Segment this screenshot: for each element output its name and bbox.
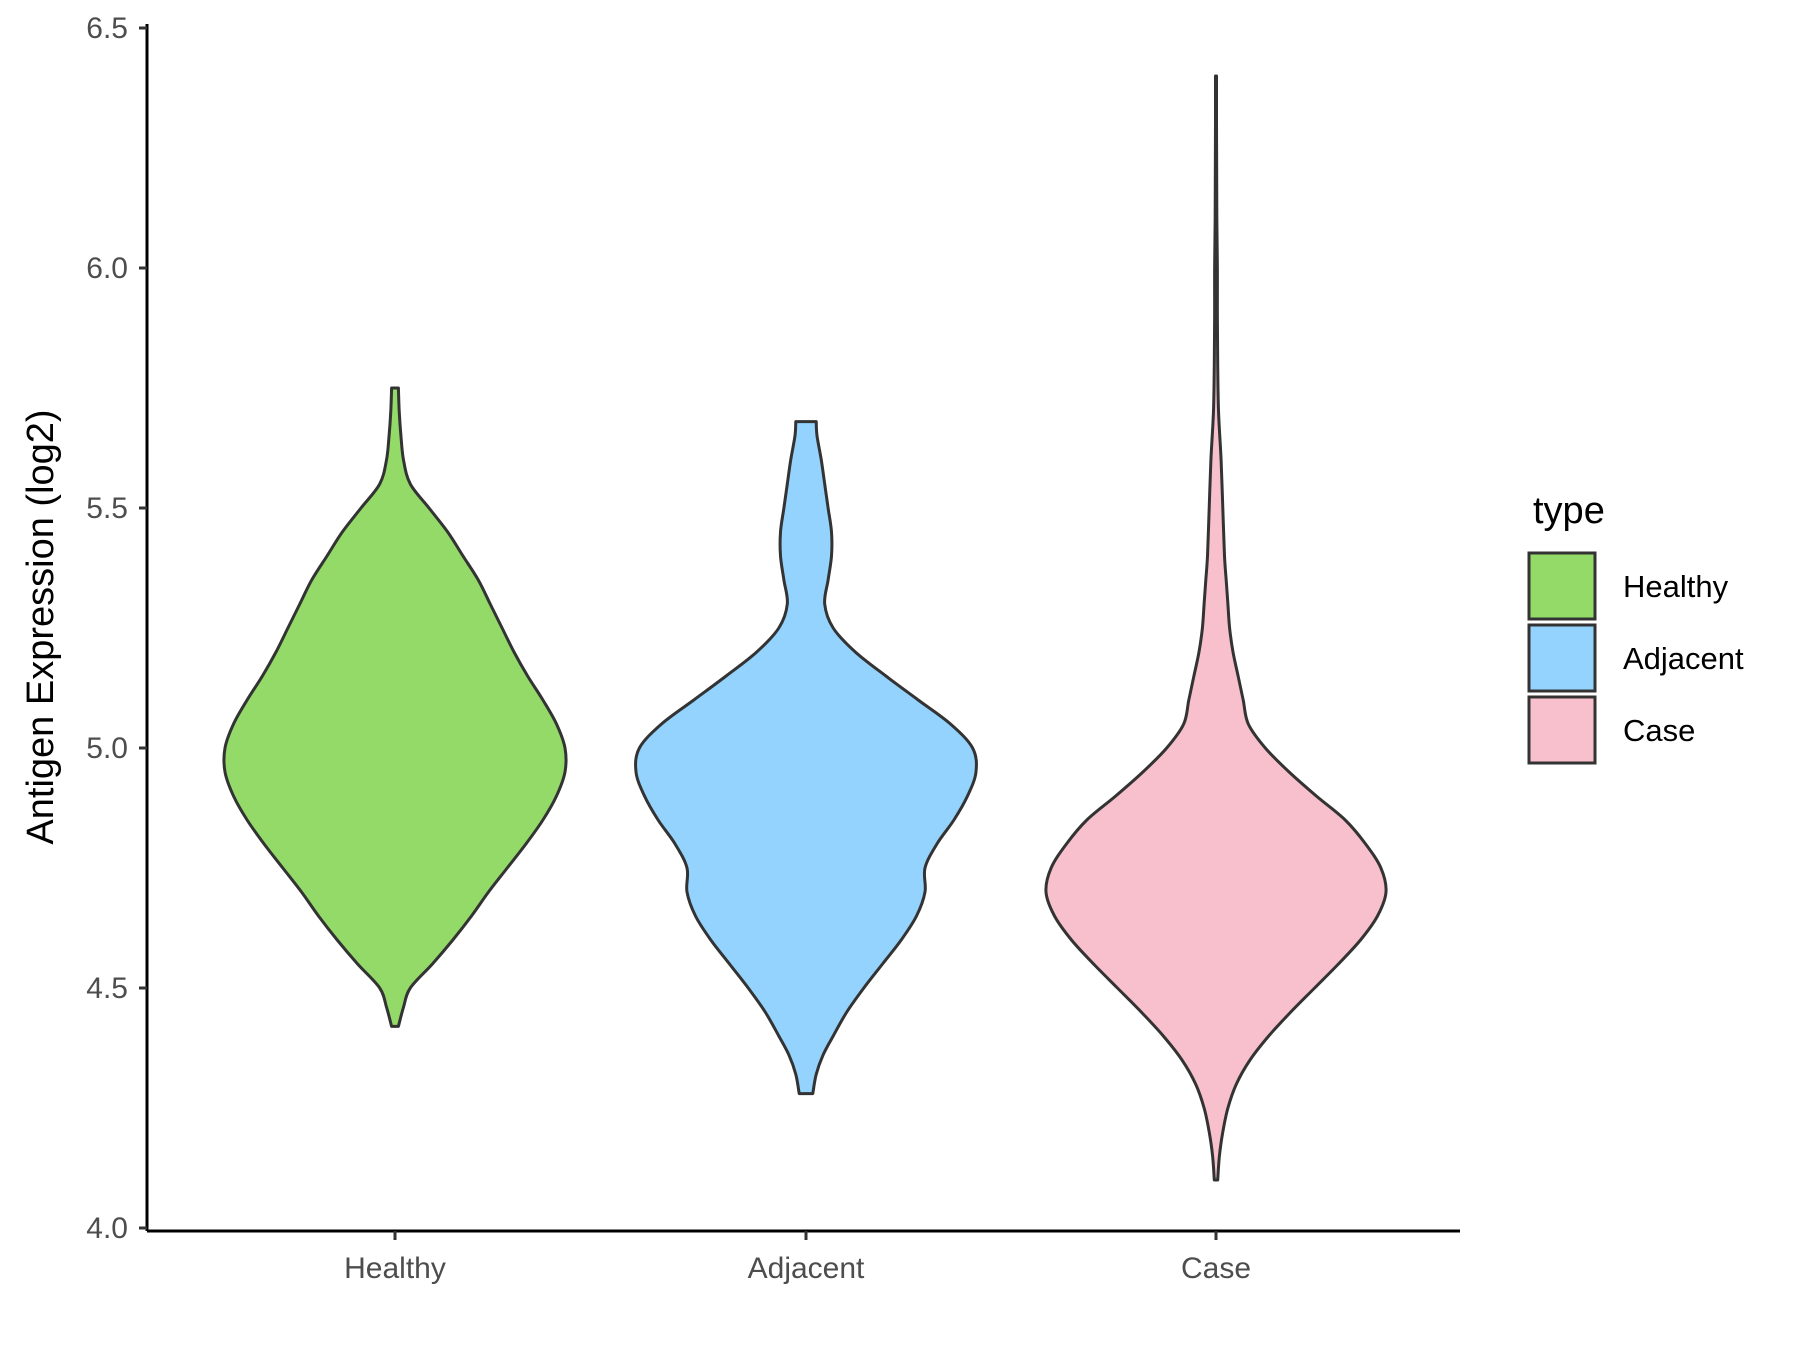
- y-tick-label: 6.5: [86, 12, 128, 45]
- legend-label-case: Case: [1623, 713, 1695, 748]
- legend-key-adjacent: [1527, 623, 1597, 693]
- x-tick-label-healthy: Healthy: [344, 1252, 446, 1285]
- y-axis-title: Antigen Expression (log2): [20, 409, 62, 844]
- violins: [222, 74, 1388, 1182]
- legend-key-case: [1527, 695, 1597, 765]
- y-tick-label: 6.0: [86, 252, 128, 285]
- y-tick-label: 5.5: [86, 492, 128, 525]
- x-axis-ticks: Healthy Adjacent Case: [344, 1231, 1251, 1285]
- legend-label-adjacent: Adjacent: [1623, 641, 1744, 676]
- legend: type Healthy Adjacent Case: [1527, 490, 1744, 765]
- violin-healthy: [222, 386, 568, 1028]
- y-tick-label: 4.0: [86, 1212, 128, 1245]
- legend-title: type: [1533, 490, 1605, 532]
- violin-case: [1044, 74, 1388, 1182]
- y-axis-ticks: 4.0 4.5 5.0 5.5 6.0 6.5: [86, 12, 147, 1245]
- violin-adjacent: [634, 420, 978, 1096]
- y-tick-label: 5.0: [86, 732, 128, 765]
- y-tick-label: 4.5: [86, 972, 128, 1005]
- x-tick-label-adjacent: Adjacent: [748, 1252, 865, 1285]
- legend-key-healthy: [1527, 551, 1597, 621]
- legend-label-healthy: Healthy: [1623, 569, 1729, 604]
- x-tick-label-case: Case: [1181, 1252, 1251, 1285]
